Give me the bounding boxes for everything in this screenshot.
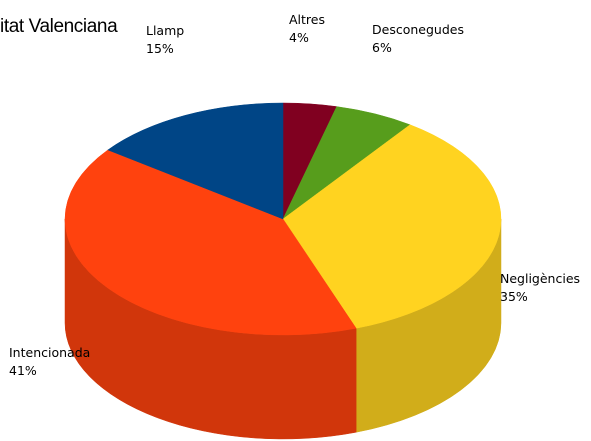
slice-value-llamp: 15% xyxy=(146,41,174,56)
slice-value-altres: 4% xyxy=(289,30,309,45)
chart-title: itat Valenciana xyxy=(0,16,118,37)
slice-label-llamp: Llamp xyxy=(146,23,184,38)
slice-llamp xyxy=(107,102,284,220)
pie-top xyxy=(64,102,502,336)
slice-label-desconegudes: Desconegudes xyxy=(372,22,464,37)
slice-negligencies xyxy=(282,124,502,329)
slice-label-negligencies: Negligències xyxy=(500,271,580,286)
slice-labels: Altres 4% Desconegudes 6% Negligències 35% Int… xyxy=(9,12,580,378)
slice-value-negligencies: 35% xyxy=(500,289,528,304)
slice-value-intencionada: 41% xyxy=(9,363,37,378)
slice-value-desconegudes: 6% xyxy=(372,40,392,55)
slice-label-altres: Altres xyxy=(289,12,325,27)
slice-label-intencionada: Intencionada xyxy=(9,345,90,360)
slice-intencionada xyxy=(64,149,357,336)
